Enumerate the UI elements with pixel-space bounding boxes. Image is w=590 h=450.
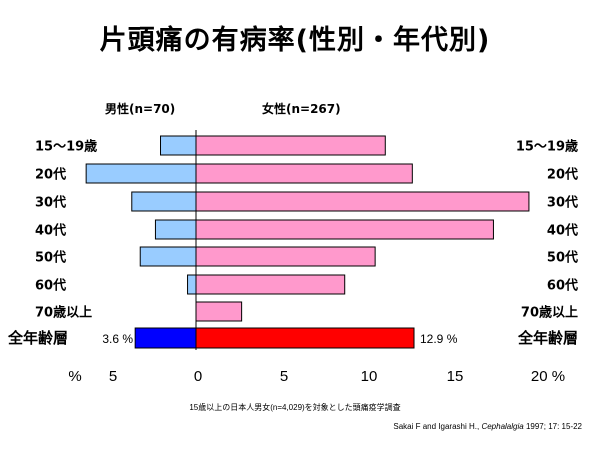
bar-male-4	[139, 246, 197, 267]
bar-male-5	[187, 274, 197, 295]
bar-male-3	[154, 219, 197, 240]
category-label-right-1: 20代	[547, 167, 578, 183]
category-label-left-0: 15〜19歳	[35, 139, 97, 155]
bar-female-6	[195, 301, 243, 322]
x-tick-label-0: %	[68, 368, 81, 385]
citation: Sakai F and Igarashi H., Cephalalgia 199…	[393, 422, 582, 431]
x-tick-label-2: 0	[194, 368, 202, 385]
page-title: 片頭痛の有病率(性別・年代別)	[99, 25, 491, 56]
x-tick-label-3: 5	[280, 368, 288, 385]
series-label-male: 男性(n=70)	[105, 101, 175, 116]
citation-details: 1997; 17: 15-22	[525, 422, 582, 431]
category-label-left-4: 50代	[35, 250, 66, 266]
x-tick-label-5: 15	[447, 368, 464, 385]
category-label-left-5: 60代	[35, 278, 66, 294]
category-label-right-3: 40代	[547, 223, 578, 239]
bar-female-1	[195, 163, 413, 184]
category-label-right-0: 15〜19歳	[516, 139, 578, 155]
bar-female-3	[195, 219, 494, 240]
bar-male-7	[134, 327, 197, 349]
category-label-right-7: 全年齢層	[517, 329, 578, 347]
total-label-female: 12.9 %	[420, 332, 458, 346]
category-label-right-5: 60代	[547, 278, 578, 294]
bar-male-1	[85, 163, 197, 184]
bar-female-4	[195, 246, 376, 267]
footnote: 15歳以上の日本人男女(n=4,029)を対象とした頭痛疫学調査	[189, 403, 401, 412]
bar-female-2	[195, 191, 530, 212]
bar-female-0	[195, 135, 386, 156]
bar-male-0	[160, 135, 197, 156]
citation-authors: Sakai F and Igarashi H.,	[393, 422, 480, 431]
category-label-left-1: 20代	[35, 167, 66, 183]
citation-journal: Cephalalgia	[481, 422, 524, 431]
x-tick-label-6: 20 %	[531, 368, 565, 385]
bar-female-5	[195, 274, 346, 295]
category-label-left-6: 70歳以上	[35, 305, 92, 321]
category-label-right-4: 50代	[547, 250, 578, 266]
total-label-male: 3.6 %	[102, 332, 133, 346]
category-label-left-7: 全年齢層	[7, 329, 68, 347]
category-label-right-6: 70歳以上	[521, 305, 578, 321]
bar-male-2	[131, 191, 197, 212]
bar-female-7	[195, 327, 415, 349]
category-label-left-2: 30代	[35, 195, 66, 211]
x-tick-label-4: 10	[361, 368, 378, 385]
category-label-left-3: 40代	[35, 223, 66, 239]
series-label-female: 女性(n=267)	[262, 101, 341, 116]
x-tick-label-1: 5	[109, 368, 117, 385]
category-label-right-2: 30代	[547, 195, 578, 211]
